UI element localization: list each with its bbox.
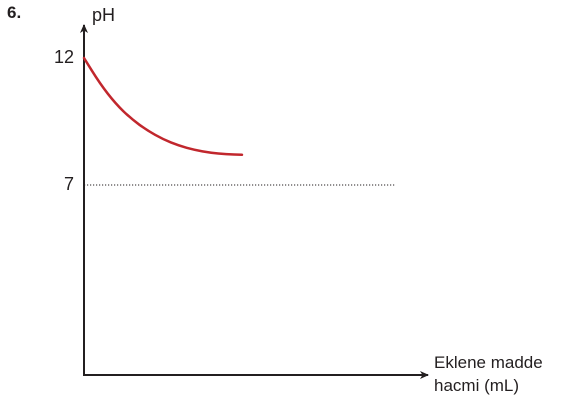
y-tick-label-12: 12 — [53, 47, 74, 67]
y-axis-label: pH — [92, 5, 116, 25]
question-number: 6. — [7, 3, 22, 22]
y-tick-label-7: 7 — [63, 174, 74, 194]
x-axis-label-line-1: Eklene madde — [434, 353, 543, 372]
x-axis-label-line-2: hacmi (mL) — [434, 376, 520, 395]
ph-curve — [82, 56, 244, 157]
x-axis-label: Eklene madde hacmi (mL) — [434, 351, 543, 397]
